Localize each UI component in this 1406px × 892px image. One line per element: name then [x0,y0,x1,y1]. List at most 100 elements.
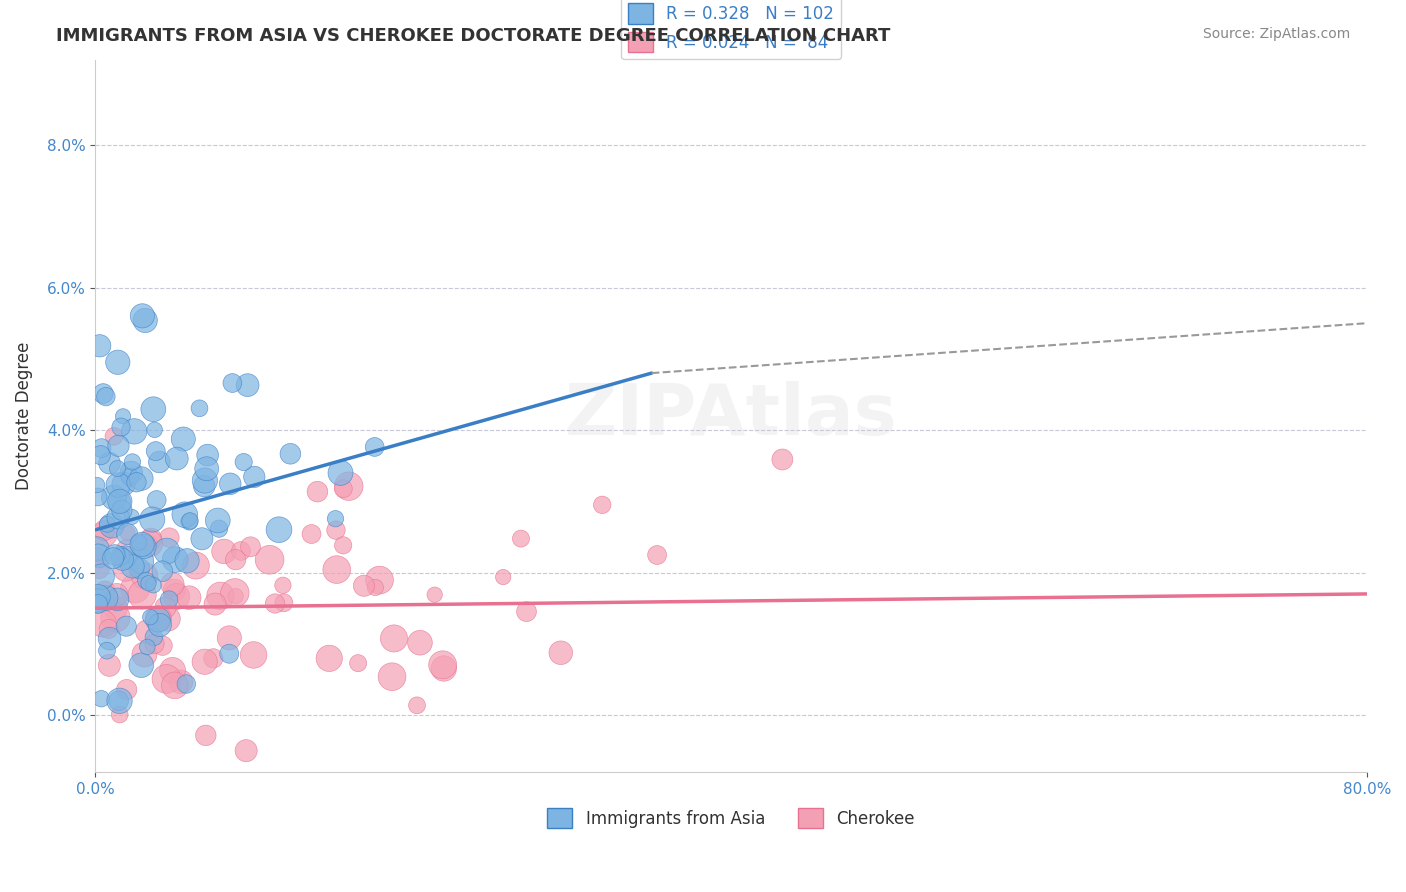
Point [515,605,537,619]
Point [112,477,135,491]
Point [91,616,114,631]
Point [125,475,148,490]
Point [142,630,165,644]
Point [93,523,115,537]
Point [163,583,186,598]
Point [94,591,117,605]
Point [121,455,143,469]
Point [280,447,302,461]
Point [326,563,349,577]
Point [86,478,108,492]
Point [108,495,131,509]
Point [87,590,110,604]
Text: Source: ZipAtlas.com: Source: ZipAtlas.com [1202,27,1350,41]
Point [176,677,198,691]
Point [510,532,533,546]
Point [105,588,128,602]
Point [131,309,153,323]
Point [550,646,572,660]
Point [172,432,194,446]
Point [318,651,340,665]
Point [96,517,118,532]
Point [194,728,217,742]
Point [148,455,170,469]
Point [115,527,138,541]
Point [107,478,129,492]
Point [146,613,169,627]
Point [770,452,793,467]
Point [89,561,111,575]
Point [364,581,387,595]
Point [134,648,156,662]
Point [208,522,231,536]
Point [87,549,110,563]
Point [107,592,129,607]
Point [97,622,120,636]
Point [86,549,108,563]
Point [120,466,142,480]
Point [225,552,247,566]
Point [194,474,217,488]
Point [332,482,354,496]
Point [138,536,160,550]
Point [157,592,180,607]
Point [104,548,127,562]
Point [307,484,329,499]
Point [90,448,112,462]
Point [197,448,219,462]
Point [90,691,112,706]
Point [149,618,172,632]
Point [145,444,167,458]
Point [239,540,262,554]
Point [103,429,125,443]
Point [117,525,139,540]
Point [591,498,613,512]
Point [138,576,160,591]
Point [368,573,391,587]
Point [129,472,152,486]
Point [114,562,136,576]
Point [111,552,134,566]
Point [271,578,294,592]
Point [94,584,117,599]
Point [121,509,143,524]
Point [382,632,405,646]
Point [86,594,108,608]
Point [176,554,198,568]
Point [122,425,145,439]
Point [131,588,153,602]
Point [136,640,159,654]
Point [301,527,323,541]
Point [150,564,173,578]
Point [163,678,186,692]
Point [409,636,432,650]
Point [337,479,360,493]
Point [423,588,446,602]
Point [243,470,266,484]
Point [107,461,129,475]
Text: ZIPAtlas: ZIPAtlas [565,381,897,450]
Point [325,523,347,537]
Point [155,600,177,615]
Point [267,523,290,537]
Point [103,491,125,505]
Point [232,455,254,469]
Point [98,456,121,470]
Point [136,624,159,639]
Point [219,476,242,491]
Point [129,554,152,568]
Point [166,590,188,604]
Point [148,612,170,626]
Point [128,561,150,575]
Point [115,682,138,697]
Point [179,515,201,529]
Point [159,531,181,545]
Point [86,541,108,556]
Point [165,552,187,566]
Point [100,518,122,533]
Point [115,619,138,633]
Point [87,490,110,504]
Point [155,672,177,686]
Point [156,544,179,558]
Point [329,466,352,480]
